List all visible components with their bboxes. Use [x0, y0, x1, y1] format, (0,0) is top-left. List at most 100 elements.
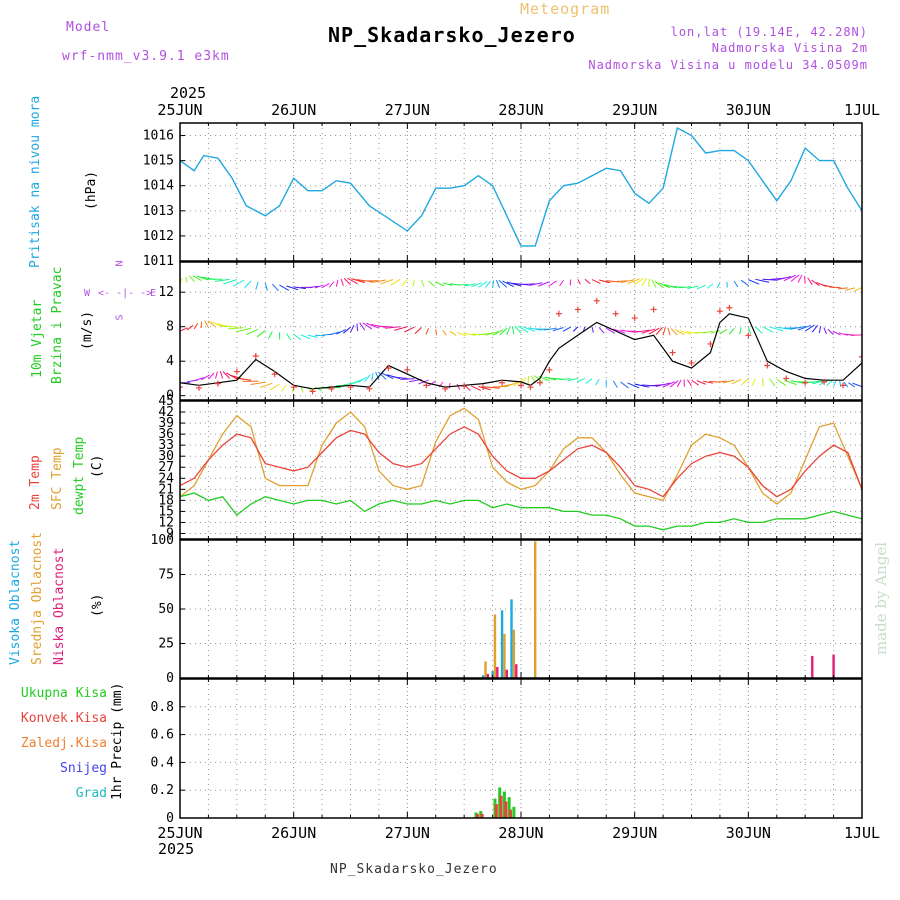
- wind-arrow: [236, 327, 252, 333]
- wind-arrow: [598, 327, 605, 334]
- wind-arrow: [762, 326, 774, 333]
- x-label-top-4: 29JUN: [612, 101, 657, 119]
- cloud-bar-0: [481, 675, 485, 678]
- wind-arrow: [853, 287, 862, 292]
- wind-obs-marker: [385, 365, 392, 372]
- y-label: 0.6: [151, 728, 174, 743]
- x-label-top-6: 1JUL: [844, 101, 880, 119]
- wind-arrow: [464, 283, 476, 287]
- wind-arrow: [832, 330, 841, 336]
- wind-arrow: [739, 327, 742, 335]
- wind-obs-marker: [290, 384, 297, 391]
- wind-obs-marker: [650, 306, 657, 313]
- wind-arrow: [559, 279, 565, 287]
- wind-obs-marker: [347, 384, 354, 391]
- wind-arrow: [293, 333, 302, 340]
- wind-arrow: [471, 385, 482, 391]
- wind-arrow: [428, 380, 437, 387]
- wind-arrow: [562, 326, 571, 332]
- wind-arrow: [357, 376, 368, 384]
- wind-arrow: [706, 283, 714, 289]
- wind-arrow: [627, 278, 640, 285]
- wind-arrow: [655, 327, 663, 336]
- precip-bar-0: [512, 806, 516, 818]
- wind-obs-marker: [527, 384, 534, 391]
- cloud-bar-1: [484, 661, 487, 678]
- wind-arrow: [371, 372, 374, 381]
- x-label-top-2: 27JUN: [385, 101, 430, 119]
- precip-bar-1: [499, 795, 503, 818]
- wind-arrow: [655, 382, 671, 387]
- wind-obs-marker: [783, 375, 790, 382]
- model-label: Model: [66, 20, 111, 35]
- station-title: NP_Skadarsko_Jezero: [328, 23, 576, 47]
- wind-obs-marker: [404, 366, 411, 373]
- wind-arrow: [314, 284, 324, 289]
- wind-arrow: [335, 280, 339, 287]
- wind-arrow: [751, 378, 756, 386]
- wind-obs-marker: [536, 379, 543, 386]
- wind-arrow: [797, 324, 811, 331]
- cloud-bar-1: [512, 629, 516, 678]
- wind-arrow: [221, 325, 237, 328]
- wind-arrow: [528, 282, 543, 286]
- wind-arrow: [370, 279, 387, 284]
- wind-arrow: [280, 384, 287, 392]
- wind-obs-marker: [271, 371, 278, 378]
- wind-arrow: [506, 281, 522, 287]
- wind-arrow: [691, 379, 699, 386]
- wind-arrow: [654, 280, 664, 289]
- wind-obs-marker: [631, 315, 638, 322]
- wind-arrow: [356, 323, 359, 332]
- wind-arrow: [392, 376, 408, 379]
- wind-arrow: [662, 381, 675, 388]
- precip-label-frozen: Zaledj.Kisa: [20, 736, 107, 751]
- wind-arrow: [201, 374, 210, 381]
- footer-station: NP_Skadarsko_Jezero: [330, 862, 498, 877]
- wind-arrow: [559, 378, 571, 381]
- wind-arrow: [425, 328, 430, 335]
- wind-arrow: [192, 275, 202, 282]
- wind-obs-marker: [214, 380, 221, 387]
- wind-arrow: [576, 378, 586, 383]
- wind-arrow: [400, 378, 415, 380]
- wind-arrow: [543, 327, 557, 331]
- wind-arrow: [837, 287, 848, 290]
- wind-arrow: [548, 280, 557, 287]
- wind-arrow: [404, 326, 415, 333]
- cloud-bar-0: [491, 671, 494, 678]
- x-label-top-1: 26JUN: [271, 101, 316, 119]
- wind-arrow: [552, 327, 564, 332]
- wind-arrow: [328, 281, 335, 288]
- cloud-bar-2: [811, 655, 814, 678]
- wind-arrow: [499, 327, 508, 336]
- wind-arrow: [256, 330, 266, 338]
- precip-label-conv: Konvek.Kisa: [20, 711, 107, 726]
- precip-bar-1: [509, 809, 513, 818]
- y-label: 36: [158, 427, 174, 442]
- wind-arrow: [634, 329, 650, 333]
- y-label: 0: [166, 811, 174, 826]
- wind-arrow: [823, 327, 827, 335]
- wind-arrow: [286, 285, 299, 291]
- wind-arrow: [435, 281, 445, 287]
- wind-arrow: [826, 379, 834, 387]
- y-label: 18: [158, 493, 174, 508]
- wind-obs-marker: [309, 388, 316, 395]
- wind-arrow: [359, 322, 366, 331]
- cloud-bar-1: [503, 633, 506, 678]
- y-label: 4: [166, 354, 174, 369]
- wind-obs-marker: [499, 379, 506, 386]
- wind-arrow: [807, 277, 813, 285]
- wind-arrow: [790, 325, 807, 330]
- wind-obs-marker: [574, 306, 581, 313]
- wind-arrow: [827, 328, 834, 336]
- wind-arrow: [634, 383, 650, 388]
- wind-arrow: [502, 280, 515, 288]
- wind-arrow: [848, 382, 856, 388]
- wind-obs-marker: [716, 308, 723, 315]
- wind-arrow: [595, 378, 600, 386]
- wind-speed-line: [180, 313, 862, 390]
- wind-obs-marker: [233, 368, 240, 375]
